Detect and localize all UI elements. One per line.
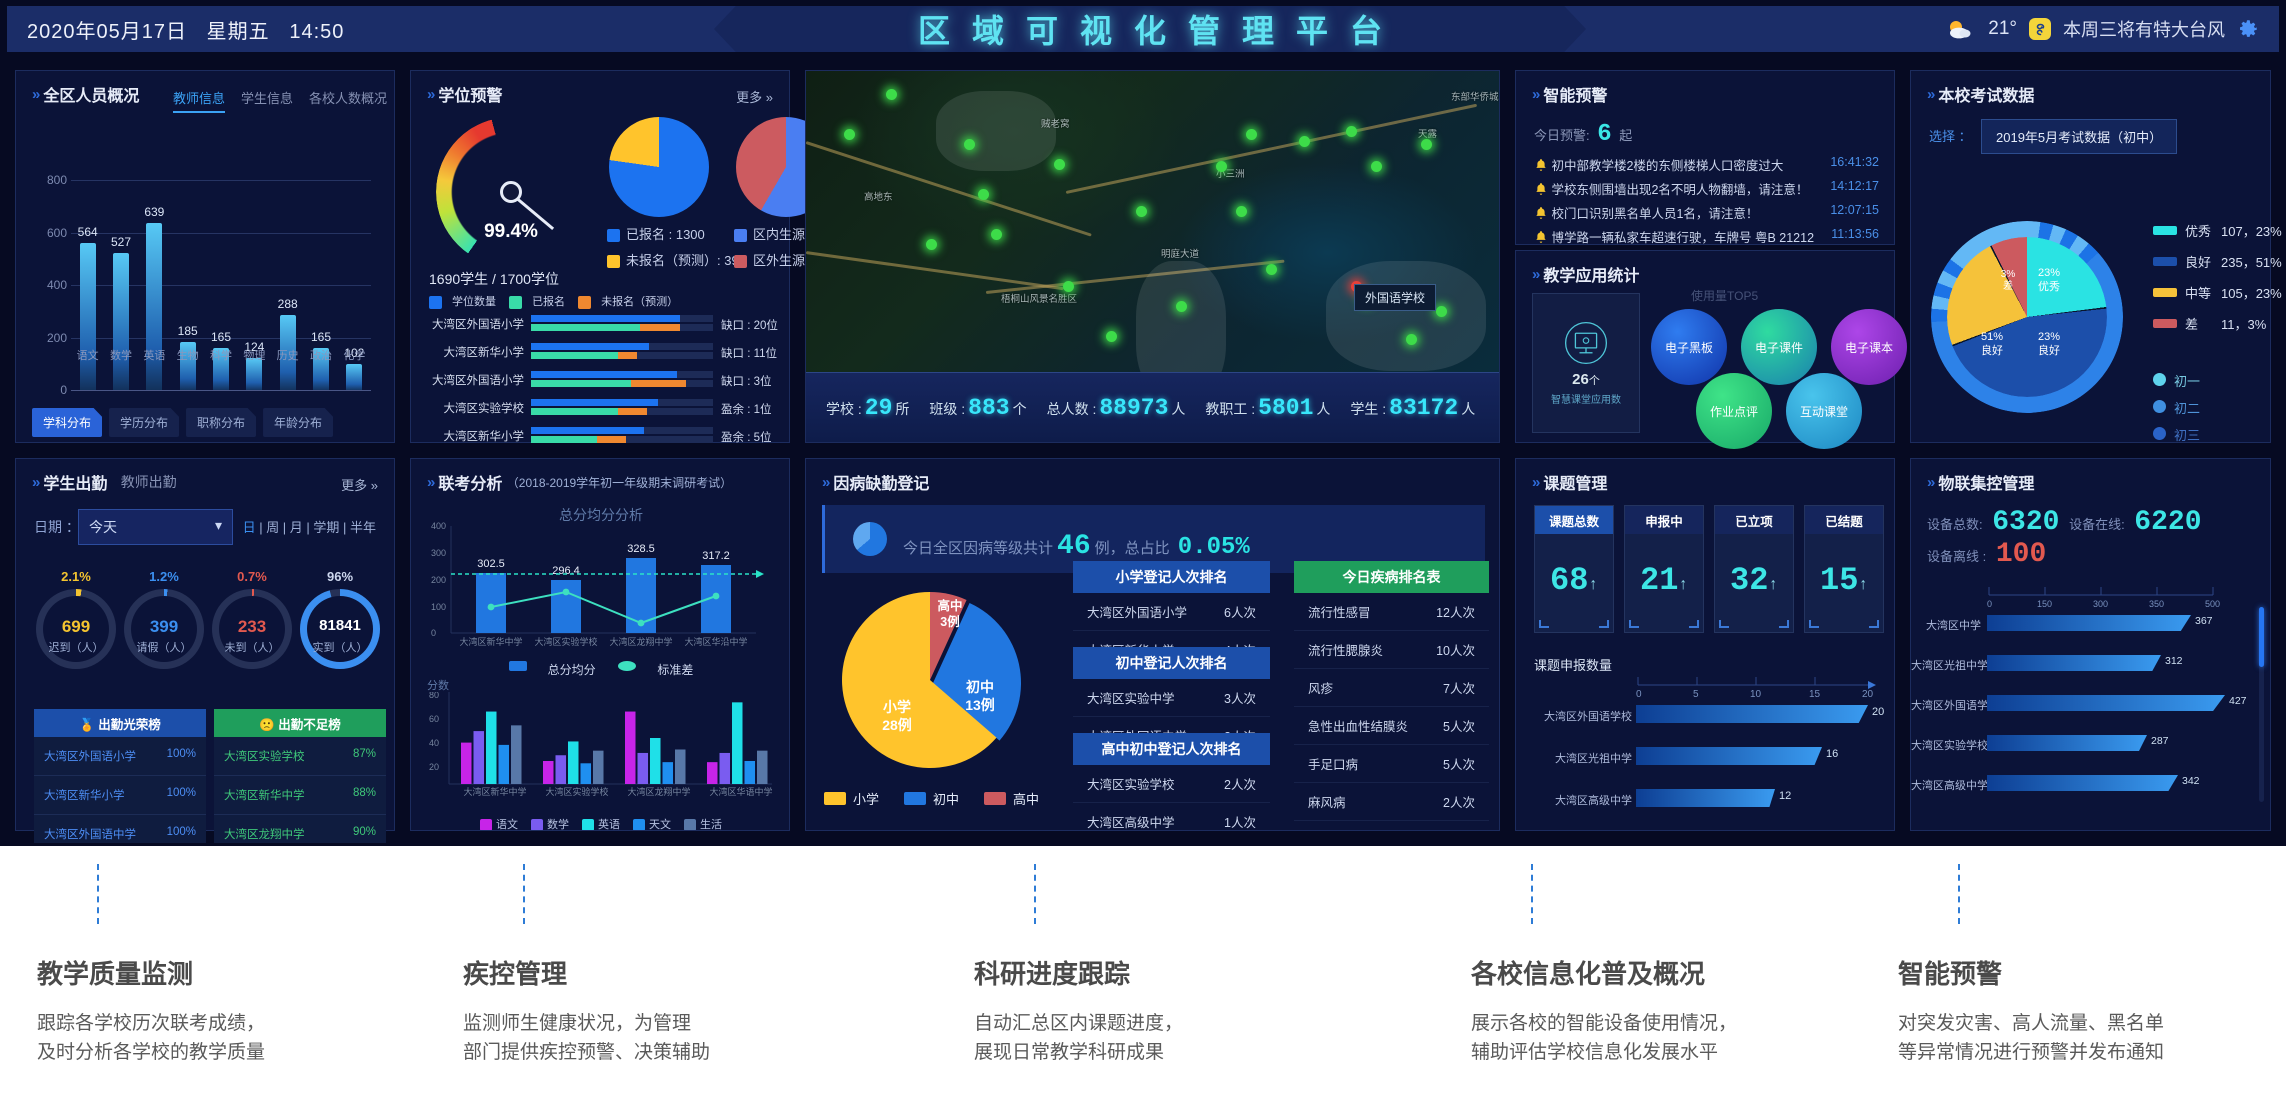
svg-text:60: 60 — [429, 714, 439, 724]
svg-text:300: 300 — [431, 548, 446, 558]
svg-text:40: 40 — [429, 738, 439, 748]
svg-text:初中: 初中 — [966, 679, 994, 695]
svg-text:大湾区实验学校: 大湾区实验学校 — [534, 636, 597, 647]
svg-text:0: 0 — [431, 628, 436, 638]
svg-text:20: 20 — [429, 762, 439, 772]
svg-text:5: 5 — [1693, 689, 1699, 697]
svg-text:15: 15 — [1809, 689, 1821, 697]
svg-text:大湾区华语中学: 大湾区华语中学 — [709, 786, 772, 797]
svg-text:28例: 28例 — [882, 717, 912, 733]
svg-text:150: 150 — [2037, 599, 2052, 607]
svg-text:大湾区新华中学: 大湾区新华中学 — [459, 636, 522, 647]
svg-text:高中: 高中 — [937, 598, 962, 613]
svg-text:302.5: 302.5 — [477, 558, 505, 570]
svg-text:317.2: 317.2 — [702, 550, 730, 562]
svg-text:大湾区华沿中学: 大湾区华沿中学 — [684, 636, 747, 647]
svg-text:3例: 3例 — [940, 614, 959, 629]
svg-text:80: 80 — [429, 692, 439, 700]
svg-text:大湾区实验学校: 大湾区实验学校 — [545, 786, 608, 797]
svg-text:0: 0 — [1636, 689, 1642, 697]
svg-text:100: 100 — [431, 602, 446, 612]
svg-text:13例: 13例 — [965, 697, 995, 713]
svg-text:500: 500 — [2205, 599, 2220, 607]
svg-text:10: 10 — [1750, 689, 1762, 697]
svg-text:大湾区龙翔中学: 大湾区龙翔中学 — [627, 786, 690, 797]
svg-text:350: 350 — [2149, 599, 2164, 607]
svg-text:0: 0 — [1987, 599, 1992, 607]
svg-text:大湾区龙翔中学: 大湾区龙翔中学 — [609, 636, 672, 647]
svg-text:328.5: 328.5 — [627, 543, 655, 555]
svg-text:大湾区新华中学: 大湾区新华中学 — [463, 786, 526, 797]
svg-text:300: 300 — [2093, 599, 2108, 607]
svg-text:296.4: 296.4 — [552, 565, 580, 577]
svg-text:20: 20 — [1862, 689, 1874, 697]
svg-text:200: 200 — [431, 575, 446, 585]
svg-text:400: 400 — [431, 521, 446, 531]
svg-text:小学: 小学 — [883, 699, 911, 715]
